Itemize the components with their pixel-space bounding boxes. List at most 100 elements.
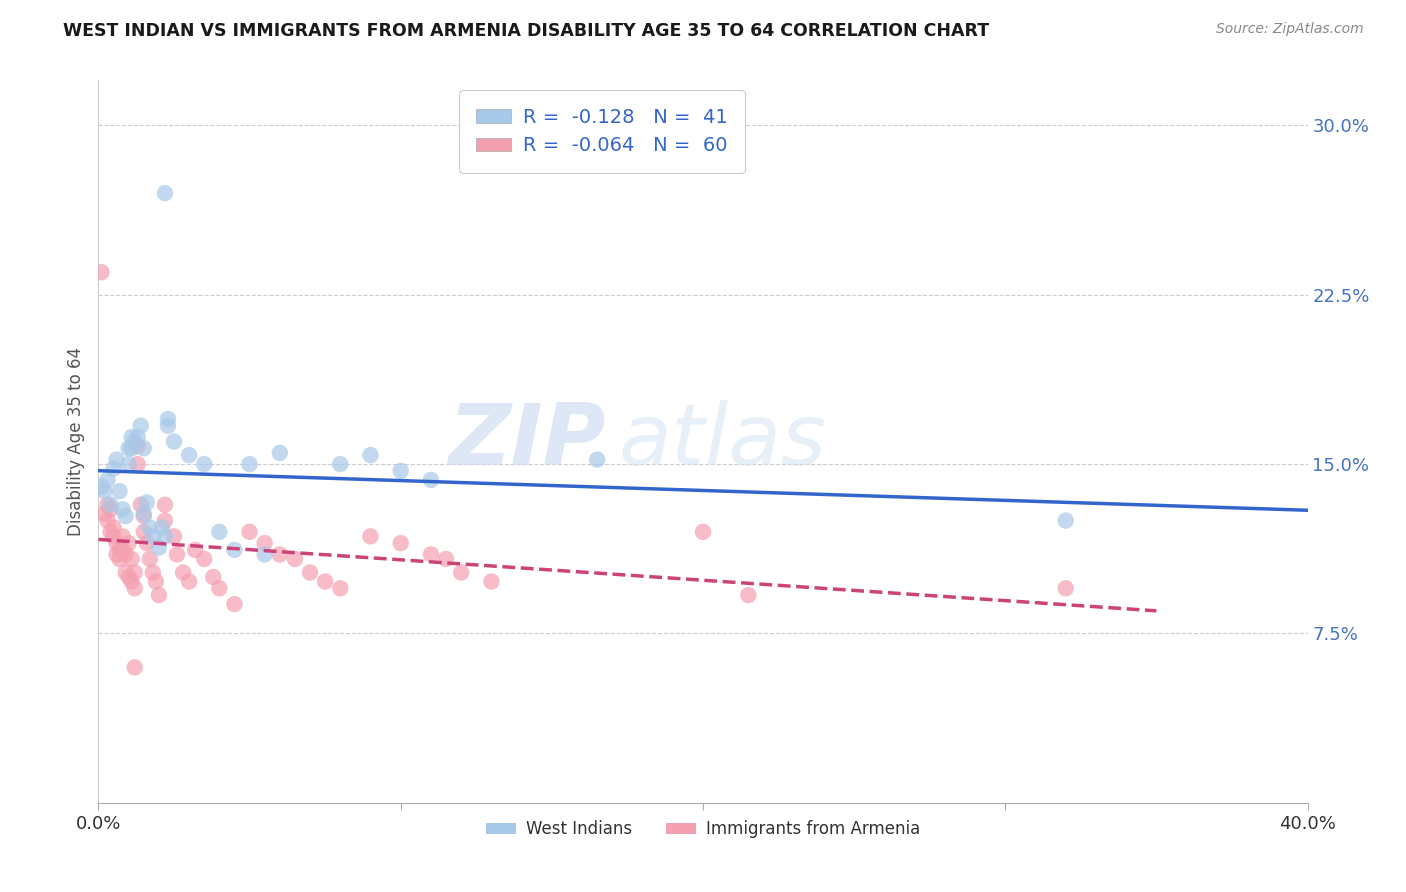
- Point: [108, 552, 131, 566]
- Point: [329, 457, 352, 471]
- Point: [239, 457, 262, 471]
- Point: [156, 418, 179, 433]
- Point: [208, 582, 231, 596]
- Point: [105, 452, 128, 467]
- Point: [96, 473, 118, 487]
- Text: ZIP: ZIP: [449, 400, 606, 483]
- Point: [90, 480, 112, 494]
- Point: [153, 529, 176, 543]
- Point: [124, 434, 146, 449]
- Point: [121, 442, 143, 456]
- Point: [114, 566, 136, 580]
- Point: [121, 430, 143, 444]
- Point: [153, 514, 176, 528]
- Point: [111, 529, 134, 543]
- Point: [121, 574, 143, 589]
- Point: [450, 566, 472, 580]
- Point: [93, 507, 115, 521]
- Point: [118, 457, 141, 471]
- Point: [118, 536, 141, 550]
- Point: [121, 552, 143, 566]
- Point: [360, 448, 382, 462]
- Point: [127, 439, 149, 453]
- Point: [124, 566, 146, 580]
- Point: [193, 457, 215, 471]
- Point: [139, 520, 162, 534]
- Point: [737, 588, 759, 602]
- Point: [129, 498, 152, 512]
- Legend: West Indians, Immigrants from Armenia: West Indians, Immigrants from Armenia: [479, 814, 927, 845]
- Point: [1054, 582, 1077, 596]
- Point: [118, 442, 141, 456]
- Point: [586, 452, 609, 467]
- Point: [184, 542, 207, 557]
- Point: [100, 502, 122, 516]
- Point: [163, 434, 186, 449]
- Point: [692, 524, 714, 539]
- Point: [111, 542, 134, 557]
- Point: [96, 498, 118, 512]
- Point: [124, 660, 146, 674]
- Point: [166, 548, 188, 562]
- Point: [150, 520, 173, 534]
- Point: [420, 548, 443, 562]
- Point: [172, 566, 194, 580]
- Point: [93, 484, 115, 499]
- Point: [111, 502, 134, 516]
- Point: [103, 461, 125, 475]
- Point: [434, 552, 457, 566]
- Point: [100, 524, 122, 539]
- Point: [129, 418, 152, 433]
- Point: [239, 524, 262, 539]
- Point: [114, 509, 136, 524]
- Point: [135, 536, 157, 550]
- Point: [103, 529, 125, 543]
- Point: [132, 509, 155, 524]
- Point: [284, 552, 307, 566]
- Point: [481, 574, 503, 589]
- Point: [90, 265, 112, 279]
- Point: [108, 542, 131, 557]
- Point: [314, 574, 336, 589]
- Y-axis label: Disability Age 35 to 64: Disability Age 35 to 64: [66, 347, 84, 536]
- Point: [148, 588, 170, 602]
- Text: atlas: atlas: [619, 400, 827, 483]
- Point: [135, 495, 157, 509]
- Point: [105, 536, 128, 550]
- Point: [114, 548, 136, 562]
- Point: [127, 430, 149, 444]
- Point: [132, 507, 155, 521]
- Point: [299, 566, 322, 580]
- Point: [163, 529, 186, 543]
- Point: [148, 541, 170, 555]
- Point: [224, 542, 246, 557]
- Point: [360, 529, 382, 543]
- Point: [420, 473, 443, 487]
- Point: [118, 570, 141, 584]
- Point: [179, 448, 201, 462]
- Point: [224, 597, 246, 611]
- Point: [132, 442, 155, 456]
- Point: [145, 574, 167, 589]
- Point: [389, 464, 412, 478]
- Point: [100, 498, 122, 512]
- Text: WEST INDIAN VS IMMIGRANTS FROM ARMENIA DISABILITY AGE 35 TO 64 CORRELATION CHART: WEST INDIAN VS IMMIGRANTS FROM ARMENIA D…: [63, 22, 990, 40]
- Point: [142, 566, 165, 580]
- Point: [105, 548, 128, 562]
- Point: [202, 570, 225, 584]
- Point: [269, 548, 291, 562]
- Point: [96, 514, 118, 528]
- Point: [139, 552, 162, 566]
- Point: [389, 536, 412, 550]
- Text: Source: ZipAtlas.com: Source: ZipAtlas.com: [1216, 22, 1364, 37]
- Point: [153, 186, 176, 201]
- Point: [253, 548, 276, 562]
- Point: [142, 529, 165, 543]
- Point: [253, 536, 276, 550]
- Point: [103, 520, 125, 534]
- Point: [156, 412, 179, 426]
- Point: [179, 574, 201, 589]
- Point: [269, 446, 291, 460]
- Point: [132, 524, 155, 539]
- Point: [124, 582, 146, 596]
